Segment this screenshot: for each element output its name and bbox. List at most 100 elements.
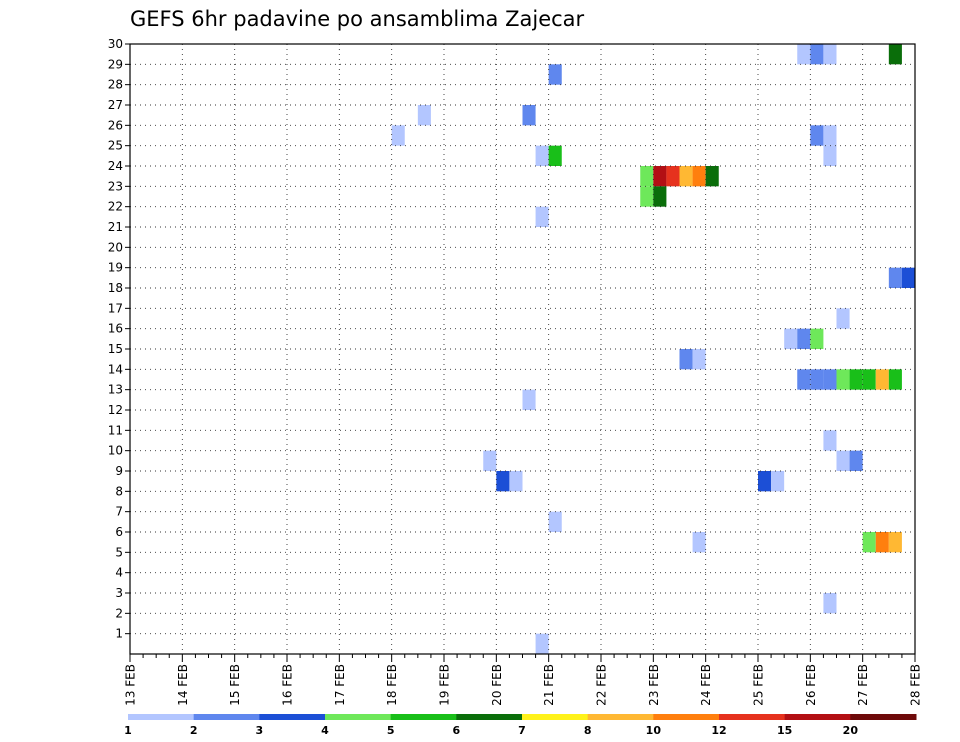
ytick-label-4: 4 bbox=[115, 566, 123, 580]
xtick-label-4: 17 FEB bbox=[333, 664, 347, 706]
cell-m30-s54 bbox=[823, 44, 837, 65]
ytick-label-28: 28 bbox=[108, 78, 123, 92]
xtick-label-5: 18 FEB bbox=[385, 664, 399, 706]
colorbar-label-0: 1 bbox=[124, 724, 132, 737]
colorbar-swatch-8 bbox=[653, 714, 720, 720]
cell-m15-s43 bbox=[679, 349, 693, 370]
colorbar-swatch-10 bbox=[784, 714, 851, 720]
colorbar-swatch-7 bbox=[587, 714, 654, 720]
colorbar-swatch-0 bbox=[128, 714, 195, 720]
cell-m23-s41 bbox=[653, 186, 667, 207]
cell-m27-s23 bbox=[417, 105, 431, 126]
colorbar-swatch-2 bbox=[259, 714, 326, 720]
colorbar-label-7: 8 bbox=[584, 724, 592, 737]
grid-layer bbox=[129, 43, 916, 654]
colorbar-swatch-3 bbox=[325, 714, 392, 720]
colorbar-label-5: 6 bbox=[453, 724, 461, 737]
cell-m14-s53 bbox=[810, 369, 824, 390]
cell-m29-s33 bbox=[548, 64, 562, 85]
cell-m19-s60 bbox=[901, 267, 915, 288]
cells-layer bbox=[391, 44, 915, 654]
cell-m25-s54 bbox=[823, 145, 837, 166]
cell-m9-s29 bbox=[496, 471, 510, 492]
cell-m24-s43 bbox=[679, 166, 693, 187]
cell-m6-s58 bbox=[875, 532, 889, 553]
ytick-label-9: 9 bbox=[115, 464, 123, 478]
y-axis: 1234567891011121314151617181920212223242… bbox=[108, 37, 130, 641]
cell-m11-s54 bbox=[823, 430, 837, 451]
ytick-label-17: 17 bbox=[108, 301, 123, 315]
cell-m9-s30 bbox=[509, 471, 523, 492]
xtick-label-1: 14 FEB bbox=[176, 664, 190, 706]
xtick-label-9: 22 FEB bbox=[595, 664, 609, 706]
ytick-label-12: 12 bbox=[108, 403, 123, 417]
cell-m9-s50 bbox=[771, 471, 785, 492]
cell-m16-s51 bbox=[784, 328, 798, 349]
cell-m15-s44 bbox=[692, 349, 706, 370]
xtick-label-11: 24 FEB bbox=[699, 664, 713, 706]
xtick-label-12: 25 FEB bbox=[752, 664, 766, 706]
cell-m10-s55 bbox=[836, 450, 850, 471]
ytick-label-20: 20 bbox=[108, 240, 123, 254]
cell-m25-s33 bbox=[548, 145, 562, 166]
cell-m16-s52 bbox=[797, 328, 811, 349]
xtick-label-10: 23 FEB bbox=[647, 664, 661, 706]
cell-m30-s53 bbox=[810, 44, 824, 65]
colorbar-label-9: 12 bbox=[711, 724, 726, 737]
colorbar-swatch-1 bbox=[193, 714, 260, 720]
ytick-label-22: 22 bbox=[108, 200, 123, 214]
ytick-label-29: 29 bbox=[108, 57, 123, 71]
ytick-label-25: 25 bbox=[108, 139, 123, 153]
colorbar-swatch-6 bbox=[522, 714, 589, 720]
cell-m19-s59 bbox=[888, 267, 902, 288]
colorbar-label-2: 3 bbox=[256, 724, 264, 737]
ytick-label-15: 15 bbox=[108, 342, 123, 356]
cell-m24-s42 bbox=[666, 166, 680, 187]
cell-m14-s59 bbox=[888, 369, 902, 390]
xtick-label-3: 16 FEB bbox=[281, 664, 295, 706]
ytick-label-19: 19 bbox=[108, 261, 123, 275]
ytick-label-24: 24 bbox=[108, 159, 123, 173]
xtick-label-6: 19 FEB bbox=[438, 664, 452, 706]
ytick-label-1: 1 bbox=[115, 627, 123, 641]
xtick-label-7: 20 FEB bbox=[490, 664, 504, 706]
cell-m30-s59 bbox=[888, 44, 902, 65]
cell-m14-s57 bbox=[862, 369, 876, 390]
xtick-label-14: 27 FEB bbox=[856, 664, 870, 706]
colorbar-label-10: 15 bbox=[777, 724, 792, 737]
colorbar-label-8: 10 bbox=[646, 724, 662, 737]
ytick-label-3: 3 bbox=[115, 586, 123, 600]
x-axis: 13 FEB 14 FEB 15 FEB 16 FEB 17 FEB 18 FEB 19 F… bbox=[124, 654, 923, 706]
cell-m14-s58 bbox=[875, 369, 889, 390]
cell-m24-s40 bbox=[640, 166, 654, 187]
ytick-label-6: 6 bbox=[115, 525, 123, 539]
colorbar-swatch-9 bbox=[719, 714, 786, 720]
ytick-label-27: 27 bbox=[108, 98, 123, 112]
cell-m30-s52 bbox=[797, 44, 811, 65]
cell-m1-s32 bbox=[535, 633, 549, 654]
cell-m24-s41 bbox=[653, 166, 667, 187]
xtick-label-0: 13 FEB bbox=[124, 664, 138, 706]
xtick-label-2: 15 FEB bbox=[228, 664, 242, 706]
cell-m24-s44 bbox=[692, 166, 706, 187]
ytick-label-23: 23 bbox=[108, 179, 123, 193]
colorbar-swatch-4 bbox=[390, 714, 457, 720]
cell-m14-s56 bbox=[849, 369, 863, 390]
colorbar-label-3: 4 bbox=[321, 724, 329, 737]
colorbar-swatch-5 bbox=[456, 714, 523, 720]
cell-m6-s44 bbox=[692, 532, 706, 553]
colorbar-label-11: 20 bbox=[843, 724, 859, 737]
cell-m26-s54 bbox=[823, 125, 837, 146]
cell-m26-s21 bbox=[391, 125, 405, 146]
cell-m6-s59 bbox=[888, 532, 902, 553]
cell-m25-s32 bbox=[535, 145, 549, 166]
cell-m6-s57 bbox=[862, 532, 876, 553]
ytick-label-5: 5 bbox=[115, 545, 123, 559]
cell-m17-s55 bbox=[836, 308, 850, 329]
colorbar-swatch-11 bbox=[850, 714, 917, 720]
cell-m13-s31 bbox=[522, 389, 536, 410]
ytick-label-7: 7 bbox=[115, 505, 123, 519]
colorbar-label-1: 2 bbox=[190, 724, 198, 737]
ytick-label-13: 13 bbox=[108, 383, 123, 397]
